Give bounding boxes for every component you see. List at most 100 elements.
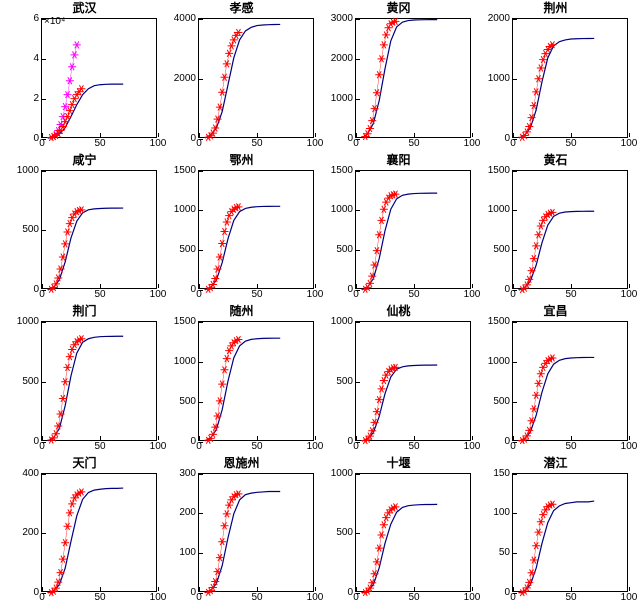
data-marker — [218, 89, 226, 96]
data-marker — [528, 267, 536, 274]
data-marker — [380, 377, 388, 384]
axes: 050010001500050100 — [355, 170, 471, 290]
data-marker — [539, 511, 547, 518]
data-series — [361, 364, 399, 444]
data-marker — [64, 522, 72, 529]
data-series — [361, 18, 399, 140]
data-marker — [223, 510, 231, 517]
data-marker — [380, 205, 388, 212]
data-marker — [68, 500, 76, 507]
axes: 050100150050100 — [512, 473, 628, 593]
ytick-label: 500 — [22, 377, 42, 387]
subplot: 随州050010001500050100 — [165, 307, 318, 455]
data-marker — [230, 36, 238, 43]
data-marker — [66, 509, 74, 516]
data-marker — [375, 396, 383, 403]
data-marker — [378, 531, 386, 538]
plot-area — [356, 19, 472, 139]
plot-area — [199, 19, 315, 139]
ytick-label: 1000 — [174, 205, 199, 215]
plot-area — [513, 322, 629, 442]
data-marker — [225, 347, 233, 354]
ytick-label: 2 — [33, 94, 42, 104]
data-marker — [532, 242, 540, 249]
data-marker — [378, 216, 386, 223]
data-marker — [528, 569, 536, 576]
axes: 050010001500050100 — [198, 321, 314, 441]
data-marker — [380, 41, 388, 48]
subplot: 黄石050010001500050100 — [479, 156, 632, 304]
subplot: 荆门05001000050100 — [8, 307, 161, 455]
ytick-label: 1000 — [331, 317, 356, 327]
subplot: 潜江050100150050100 — [479, 459, 632, 607]
ytick-label: 1500 — [331, 166, 356, 176]
axes: 05001000050100 — [355, 473, 471, 593]
ytick-label: 4 — [33, 54, 42, 64]
data-marker — [218, 240, 226, 247]
data-marker — [532, 392, 540, 399]
ytick-label: 1000 — [488, 357, 513, 367]
ytick-label: 1000 — [17, 317, 42, 327]
data-marker — [59, 555, 67, 562]
data-marker — [214, 568, 222, 575]
ytick-label: 150 — [493, 469, 513, 479]
data-series — [47, 335, 85, 443]
data-series — [47, 206, 85, 292]
ytick-label: 500 — [336, 377, 356, 387]
subplot-title: 武汉 — [8, 1, 161, 15]
data-marker — [68, 346, 76, 353]
axes: 050010001500050100 — [512, 170, 628, 290]
plot-area — [42, 474, 158, 594]
ytick-label: 200 — [179, 508, 199, 518]
data-marker — [537, 370, 545, 377]
data-marker — [61, 539, 69, 546]
plot-area — [42, 19, 158, 139]
data-marker — [535, 75, 543, 82]
ytick-label: 1000 — [488, 74, 513, 84]
ytick-label: 4000 — [174, 14, 199, 24]
ytick-label: 100 — [493, 508, 513, 518]
ytick-label: 1000 — [488, 205, 513, 215]
data-marker — [535, 528, 543, 535]
data-marker — [218, 538, 226, 545]
subplot: 鄂州050010001500050100 — [165, 156, 318, 304]
axes: 010002000050100 — [512, 18, 628, 138]
ytick-label: 500 — [493, 397, 513, 407]
plot-area — [199, 171, 315, 291]
ytick-label: 1000 — [174, 357, 199, 367]
subplot: 恩施州0100200300050100 — [165, 459, 318, 607]
plot-area — [356, 171, 472, 291]
axes: 020004000050100 — [198, 18, 314, 138]
plot-area — [513, 19, 629, 139]
data-marker — [223, 218, 231, 225]
data-marker — [64, 228, 72, 235]
data-marker — [66, 220, 74, 227]
data-marker — [223, 60, 231, 67]
plot-area — [356, 322, 472, 442]
ytick-label: 6 — [33, 14, 42, 24]
data-marker — [66, 353, 74, 360]
plot-area — [199, 322, 315, 442]
data-marker — [221, 228, 229, 235]
plot-area — [42, 171, 158, 291]
ytick-label: 200 — [22, 528, 42, 538]
data-marker — [227, 42, 235, 49]
plot-area — [513, 474, 629, 594]
data-series — [361, 190, 399, 292]
subplot: 十堰05001000050100 — [322, 459, 475, 607]
data-marker — [225, 50, 233, 57]
data-marker — [539, 56, 547, 63]
data-marker — [61, 378, 69, 385]
data-marker — [378, 385, 386, 392]
data-marker — [535, 380, 543, 387]
ytick-label: 2000 — [488, 14, 513, 24]
data-marker — [535, 231, 543, 238]
data-marker — [221, 366, 229, 373]
data-series — [204, 29, 242, 141]
subplot: 武汉0246050100×10⁴ — [8, 4, 161, 152]
extra-series — [50, 41, 81, 140]
subplot: 襄阳050010001500050100 — [322, 156, 475, 304]
ytick-label: 500 — [336, 245, 356, 255]
figure-grid: 武汉0246050100×10⁴孝感020004000050100黄冈01000… — [0, 0, 640, 614]
plot-area — [199, 474, 315, 594]
